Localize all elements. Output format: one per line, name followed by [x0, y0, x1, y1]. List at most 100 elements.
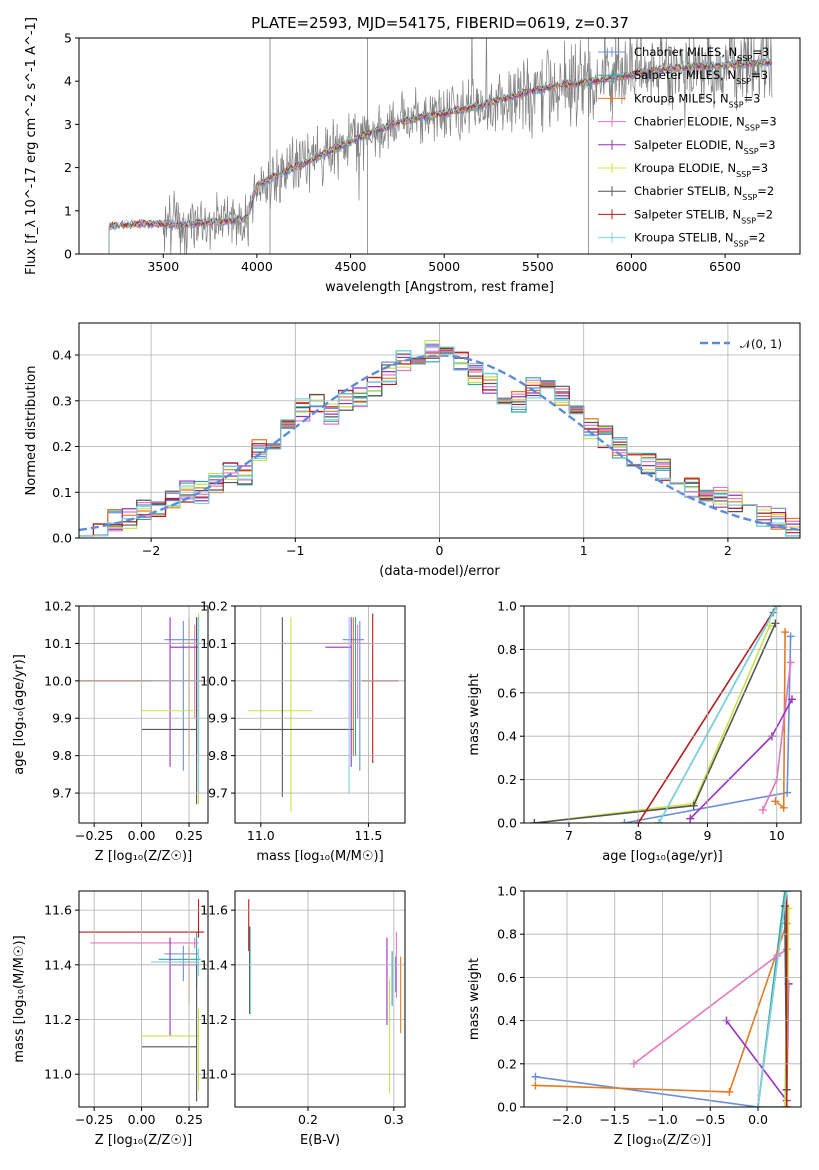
x-tick-label: 11.5 [354, 828, 382, 843]
y-tick-label: 1.0 [497, 884, 517, 899]
y-tick-label: 0.2 [52, 439, 72, 454]
marker-salpeter_elodie [787, 695, 796, 704]
y-tick-label: 11.6 [44, 903, 72, 918]
panel-mass_weight_vs_age: 7 8 9 10 0.0 0.2 0.4 0.6 0.8 1.0 age [log₁₀(age/yr… [467, 599, 802, 864]
y-tick-label: 0.8 [497, 642, 517, 657]
y-axis-label: mass [log₁₀(M/M☉)] [12, 935, 27, 1062]
legend-subscript: SSP [744, 146, 759, 155]
y-tick-label: 9.7 [52, 786, 72, 801]
y-axis-label: Flux [f_λ 10^-17 erg cm^-2 s^-1 A^-1] [24, 17, 39, 275]
y-tick-label: 0.4 [497, 729, 517, 744]
marker-kroupa_miles [781, 628, 790, 637]
legend-label: Salpeter ELODIE, NSSP=3 [634, 138, 776, 156]
marker-chabrier_stelib [530, 819, 539, 823]
x-tick-label: 0.0 [748, 1112, 768, 1127]
point-chabrier_elodie [90, 624, 199, 719]
x-tick-label: 2 [724, 543, 732, 558]
y-tick-label: 0.1 [52, 485, 72, 500]
legend: 𝒩(0, 1) [700, 337, 782, 351]
marker-chabrier_stelib [771, 619, 780, 628]
x-axis-label: Z [log₁₀(Z/Z☉)] [95, 1133, 192, 1148]
line-kroupa_elodie [534, 625, 771, 823]
y-tick-label: 0.3 [52, 393, 72, 408]
x-tick-label: 0.25 [175, 828, 203, 843]
y-tick-label: 11.4 [44, 957, 72, 972]
point-chabrier_elodie [90, 937, 199, 949]
y-tick-label: 1 [64, 203, 72, 218]
legend-label: Salpeter MILES, NSSP=3 [634, 68, 768, 86]
y-tick-label: 10.2 [200, 599, 228, 614]
plot-area [530, 606, 796, 823]
point-kroupa_stelib [151, 948, 200, 976]
marker-chabrier_miles [620, 819, 629, 823]
x-tick-label: −2.0 [552, 1112, 582, 1127]
x-tick-label: 0.3 [384, 1112, 404, 1127]
x-axis-label: E(B-V) [300, 1133, 340, 1148]
y-tick-label: 0.2 [497, 772, 517, 787]
legend-suffix: =3 [752, 45, 769, 59]
axes-frame [78, 890, 209, 1108]
legend-label: Kroupa STELIB, NSSP=2 [634, 231, 765, 249]
marker-kroupa_elodie [780, 1103, 789, 1107]
marker-kroupa_stelib [782, 891, 791, 895]
point-salpeter_miles [158, 932, 201, 987]
legend-subscript: SSP [737, 54, 752, 63]
legend-subscript: SSP [742, 193, 757, 202]
plot-area [239, 613, 399, 812]
point-chabrier_stelib [141, 617, 198, 805]
x-tick-label: −0.25 [75, 1112, 113, 1127]
plot-area [531, 891, 793, 1107]
point-chabrier_stelib [239, 617, 354, 797]
axes-frame [234, 890, 406, 1108]
legend-subscript: SSP [734, 239, 749, 248]
plot-area [248, 899, 402, 1094]
x-axis-label: Z [log₁₀(Z/Z☉)] [614, 1133, 711, 1148]
line-salpeter_elodie [725, 983, 790, 1103]
y-tick-label: 0.0 [497, 816, 517, 831]
y-tick-label: 10.1 [200, 636, 228, 651]
y-tick-label: 10.0 [200, 673, 228, 688]
line-chabrier_stelib [534, 623, 777, 823]
marker-chabrier_miles [531, 1072, 540, 1081]
x-tick-label: 0.25 [175, 1112, 203, 1127]
legend-suffix: =3 [760, 115, 777, 129]
x-tick-label: 0.2 [298, 1112, 318, 1127]
y-axis-label: mass weight [467, 958, 482, 1040]
y-tick-label: 9.7 [208, 786, 228, 801]
point-kroupa_elodie [247, 617, 313, 812]
marker-chabrier_stelib [689, 801, 698, 810]
x-tick-label: 9 [704, 828, 712, 843]
marker-salpeter_miles [780, 891, 789, 895]
figure-title: PLATE=2593, MJD=54175, FIBERID=0619, z=0… [251, 14, 629, 32]
point-salpeter_stelib [361, 613, 399, 764]
legend-suffix: =2 [749, 231, 766, 245]
y-axis-label: age [log₁₀(age/yr)] [12, 654, 27, 775]
axes-frame [523, 890, 802, 1108]
axes-frame [523, 605, 802, 824]
legend-label: Chabrier STELIB, NSSP=2 [634, 184, 774, 202]
point-salpeter_elodie [325, 617, 352, 767]
line-chabrier_miles [535, 891, 788, 1107]
x-tick-label: 6000 [616, 259, 648, 274]
legend-suffix: =2 [756, 207, 773, 221]
legend-label: Chabrier MILES, NSSP=3 [634, 45, 769, 63]
x-tick-label: −1.5 [600, 1112, 630, 1127]
point-salpeter_elodie [169, 617, 199, 767]
legend-label: 𝒩(0, 1) [740, 337, 782, 351]
legend: Chabrier MILES, NSSP=3 Salpeter MILES, NS… [598, 45, 777, 248]
y-tick-label: 11.0 [200, 1067, 228, 1082]
y-tick-label: 11.2 [200, 1012, 228, 1027]
y-tick-label: 0.4 [52, 348, 72, 363]
y-tick-label: 2 [64, 160, 72, 175]
y-tick-label: 0.6 [497, 685, 517, 700]
marker-salpeter_elodie [686, 814, 695, 823]
y-axis-label: Normed distribution [24, 366, 39, 496]
y-tick-label: 0.0 [497, 1100, 517, 1115]
x-axis-label: wavelength [Angstrom, rest frame] [325, 280, 554, 295]
y-tick-label: 0.6 [497, 970, 517, 985]
x-tick-label: 11.0 [247, 828, 275, 843]
x-tick-label: 3500 [147, 259, 179, 274]
legend-subscript: SSP [741, 216, 756, 225]
model-kroupa_stelib [108, 57, 773, 254]
